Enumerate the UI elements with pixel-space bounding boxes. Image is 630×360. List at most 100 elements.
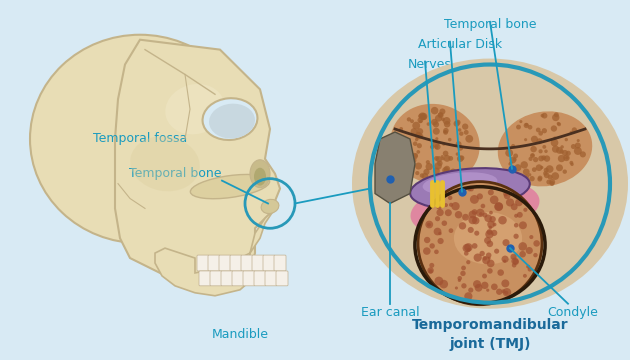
Circle shape — [423, 247, 431, 255]
Polygon shape — [115, 40, 280, 293]
Circle shape — [437, 161, 443, 166]
Ellipse shape — [411, 180, 539, 237]
Text: Temporal fossa: Temporal fossa — [93, 132, 187, 145]
Circle shape — [423, 169, 430, 175]
Circle shape — [489, 211, 493, 215]
Circle shape — [464, 251, 469, 256]
Circle shape — [562, 150, 568, 156]
Circle shape — [488, 226, 492, 229]
Circle shape — [410, 119, 414, 123]
Circle shape — [427, 122, 430, 126]
Circle shape — [510, 157, 516, 163]
Circle shape — [576, 139, 580, 142]
Circle shape — [525, 175, 529, 179]
Circle shape — [487, 268, 493, 274]
Circle shape — [418, 113, 426, 120]
Circle shape — [476, 209, 484, 217]
Circle shape — [580, 151, 586, 157]
Circle shape — [455, 120, 461, 125]
Circle shape — [455, 152, 459, 156]
Circle shape — [443, 117, 450, 125]
Ellipse shape — [445, 204, 525, 233]
Circle shape — [467, 248, 471, 252]
Circle shape — [571, 144, 576, 149]
Text: Temporal bone: Temporal bone — [444, 18, 536, 31]
Circle shape — [523, 168, 530, 175]
Circle shape — [451, 202, 460, 210]
Circle shape — [483, 212, 488, 217]
Circle shape — [538, 176, 542, 180]
Circle shape — [528, 267, 532, 271]
Circle shape — [436, 203, 442, 210]
Circle shape — [536, 127, 541, 132]
Circle shape — [459, 131, 464, 136]
Circle shape — [449, 228, 454, 233]
Circle shape — [457, 276, 462, 280]
Circle shape — [479, 212, 483, 216]
FancyBboxPatch shape — [197, 255, 209, 271]
Circle shape — [435, 115, 442, 122]
Circle shape — [434, 249, 438, 254]
Circle shape — [542, 113, 547, 118]
Circle shape — [461, 271, 466, 276]
FancyBboxPatch shape — [208, 255, 220, 271]
Ellipse shape — [352, 59, 628, 309]
Circle shape — [411, 128, 417, 135]
Circle shape — [418, 117, 423, 123]
FancyBboxPatch shape — [241, 255, 253, 271]
Circle shape — [496, 289, 502, 295]
Circle shape — [529, 157, 533, 161]
Circle shape — [533, 157, 538, 162]
Circle shape — [443, 150, 449, 156]
Circle shape — [523, 274, 527, 278]
Circle shape — [493, 222, 496, 226]
Circle shape — [563, 170, 567, 174]
Circle shape — [564, 138, 568, 141]
Circle shape — [519, 221, 527, 229]
Circle shape — [547, 175, 553, 180]
FancyBboxPatch shape — [252, 255, 264, 271]
Text: Nerves: Nerves — [408, 58, 452, 71]
FancyBboxPatch shape — [243, 271, 255, 286]
Circle shape — [549, 179, 555, 185]
Circle shape — [462, 214, 469, 221]
Circle shape — [431, 107, 438, 114]
Circle shape — [448, 195, 452, 200]
Circle shape — [506, 198, 514, 207]
Circle shape — [444, 155, 450, 162]
Circle shape — [524, 123, 529, 128]
Circle shape — [437, 238, 444, 244]
Circle shape — [512, 263, 517, 267]
Circle shape — [490, 216, 496, 222]
Circle shape — [467, 188, 472, 192]
Circle shape — [443, 130, 447, 134]
Circle shape — [514, 164, 522, 171]
Circle shape — [542, 145, 546, 149]
Circle shape — [435, 137, 438, 140]
Circle shape — [515, 199, 523, 206]
Circle shape — [482, 256, 490, 264]
Circle shape — [469, 211, 476, 219]
Circle shape — [513, 158, 517, 161]
Circle shape — [477, 193, 483, 199]
Circle shape — [461, 266, 466, 270]
Circle shape — [432, 140, 439, 148]
Circle shape — [433, 128, 440, 135]
Circle shape — [439, 108, 445, 114]
Circle shape — [472, 217, 479, 224]
Circle shape — [466, 260, 471, 264]
Circle shape — [427, 267, 434, 274]
Circle shape — [501, 256, 508, 263]
Circle shape — [513, 259, 519, 265]
Circle shape — [553, 136, 557, 140]
Circle shape — [495, 202, 503, 211]
Circle shape — [474, 253, 482, 262]
Ellipse shape — [250, 160, 270, 188]
Circle shape — [486, 252, 491, 258]
Circle shape — [560, 145, 564, 149]
Text: Temporal bone: Temporal bone — [129, 167, 221, 180]
Circle shape — [431, 119, 438, 125]
Circle shape — [541, 114, 544, 117]
Circle shape — [552, 114, 559, 121]
Circle shape — [531, 136, 538, 143]
